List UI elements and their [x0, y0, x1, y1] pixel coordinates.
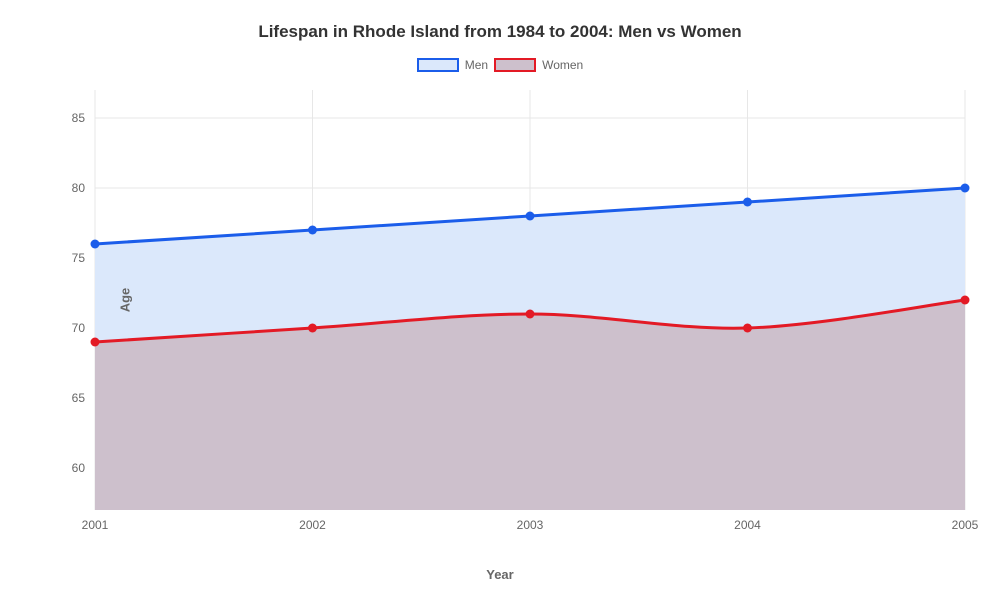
y-axis-label: Age [118, 288, 133, 313]
y-tick-label: 80 [55, 181, 85, 195]
data-point[interactable] [743, 324, 752, 333]
x-tick-label: 2005 [952, 518, 979, 532]
x-tick-label: 2003 [517, 518, 544, 532]
data-point[interactable] [961, 184, 970, 193]
chart-title: Lifespan in Rhode Island from 1984 to 20… [0, 22, 1000, 42]
x-tick-label: 2002 [299, 518, 326, 532]
data-point[interactable] [91, 338, 100, 347]
x-tick-label: 2004 [734, 518, 761, 532]
y-tick-label: 85 [55, 111, 85, 125]
data-point[interactable] [961, 296, 970, 305]
data-point[interactable] [308, 226, 317, 235]
data-point[interactable] [308, 324, 317, 333]
x-axis-label: Year [0, 567, 1000, 582]
x-tick-label: 2001 [82, 518, 109, 532]
legend-label-women[interactable]: Women [542, 58, 583, 72]
y-tick-label: 60 [55, 461, 85, 475]
y-tick-label: 65 [55, 391, 85, 405]
data-point[interactable] [91, 240, 100, 249]
series-svg [95, 90, 965, 510]
y-tick-label: 75 [55, 251, 85, 265]
legend: Men Women [0, 58, 1000, 72]
data-point[interactable] [526, 212, 535, 221]
legend-swatch-women[interactable] [494, 58, 536, 72]
y-tick-label: 70 [55, 321, 85, 335]
plot-area: 606570758085 20012002200320042005 Age [95, 90, 965, 510]
data-point[interactable] [743, 198, 752, 207]
chart-container: Lifespan in Rhode Island from 1984 to 20… [0, 0, 1000, 600]
legend-swatch-men[interactable] [417, 58, 459, 72]
legend-label-men[interactable]: Men [465, 58, 488, 72]
data-point[interactable] [526, 310, 535, 319]
